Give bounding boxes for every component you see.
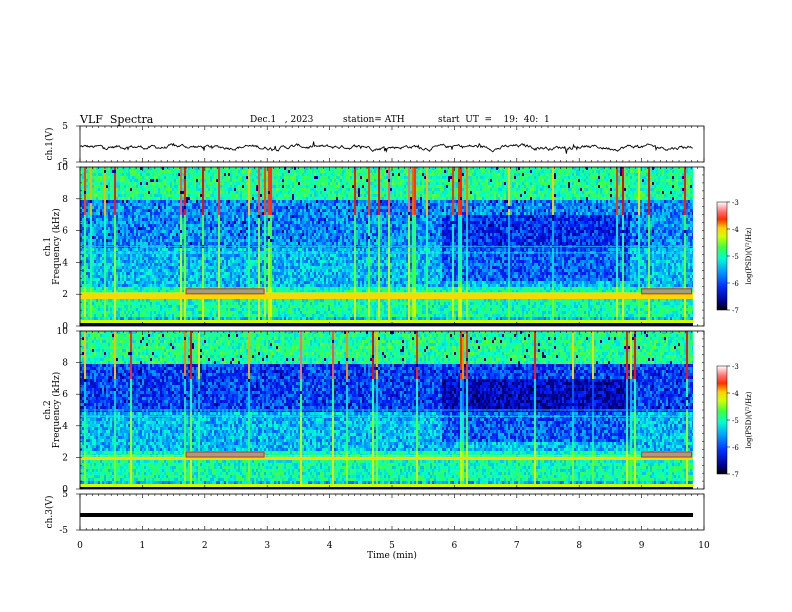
x-tick-label: 5: [389, 541, 395, 551]
spectrogram-1: [80, 167, 693, 326]
y-tick-label: 0: [62, 485, 68, 495]
emission-line: [80, 455, 693, 457]
ch1-waveform-line: [79, 141, 693, 154]
chart-title: VLF Spectra: [80, 113, 153, 126]
y-tick-label: 0: [62, 322, 68, 332]
x-tick-label: 2: [202, 541, 208, 551]
calibration-marker: [641, 288, 693, 295]
colorbar-tick-label: -7: [732, 471, 739, 479]
colorbar: [716, 365, 728, 475]
start-ut-label: start UT = 19: 40: 1: [438, 115, 550, 125]
y-tick-label: 10: [57, 163, 69, 173]
colorbar-label: log(PSD)(V²/Hz): [745, 391, 753, 448]
y-axis-label: ch.1(V): [44, 128, 55, 161]
ch3-waveform-line: [80, 513, 693, 517]
x-tick-label: 7: [514, 541, 520, 551]
y-tick-label: 4: [62, 258, 68, 268]
emission-line: [80, 245, 693, 248]
spectrogram-2: [80, 331, 693, 489]
y-tick-label: 2: [62, 290, 68, 300]
emission-line: [80, 292, 693, 294]
x-tick-label: 1: [140, 541, 146, 551]
colorbar-tick-label: -3: [732, 199, 739, 207]
y-axis-label-frequency: Frequency (kHz): [51, 208, 62, 285]
colorbar-tick-label: -3: [732, 363, 739, 371]
x-tick-label: 0: [77, 541, 83, 551]
x-tick-label: 10: [698, 541, 710, 551]
colorbar-label: log(PSD)(V²/Hz): [745, 227, 753, 284]
y-tick-label: 6: [62, 390, 68, 400]
x-tick-label: 9: [639, 541, 645, 551]
colorbar-tick-label: -4: [732, 226, 739, 234]
x-tick-label: 4: [327, 541, 333, 551]
colorbar-tick-label: -5: [732, 417, 739, 425]
x-tick-label: 8: [576, 541, 582, 551]
y-axis-label-channel: ch.1: [43, 237, 53, 256]
x-tick-label: 3: [264, 541, 270, 551]
colorbar-tick-label: -6: [732, 444, 739, 452]
x-tick-label: 6: [452, 541, 458, 551]
calibration-marker: [185, 451, 265, 458]
y-tick-label: -5: [59, 158, 68, 168]
y-tick-label: 8: [62, 195, 68, 205]
colorbar-tick-label: -5: [732, 253, 739, 261]
y-tick-label: -5: [59, 526, 68, 536]
y-tick-label: 5: [62, 490, 68, 500]
calibration-marker: [641, 451, 693, 458]
colorbar: [716, 201, 728, 311]
calibration-marker: [185, 288, 265, 295]
y-tick-label: 5: [62, 122, 68, 132]
colorbar-tick-label: -4: [732, 390, 739, 398]
date-label: Dec.1 , 2023: [250, 115, 313, 125]
y-axis-label-frequency: Frequency (kHz): [51, 372, 62, 449]
ch3-waveform-frame: [79, 493, 705, 531]
y-axis-label-channel: ch.2: [43, 400, 53, 419]
y-tick-label: 6: [62, 227, 68, 237]
x-axis-label: Time (min): [367, 550, 417, 561]
y-tick-label: 10: [57, 327, 69, 337]
colorbar-tick-label: -6: [732, 280, 739, 288]
emission-line: [80, 252, 693, 254]
emission-line: [80, 415, 693, 417]
station-label: station= ATH: [343, 115, 405, 125]
colorbar-tick-label: -7: [732, 307, 739, 315]
y-tick-label: 2: [62, 453, 68, 463]
y-tick-label: 4: [62, 422, 68, 432]
y-axis-label: ch.3(V): [44, 496, 55, 529]
y-tick-label: 8: [62, 359, 68, 369]
emission-line: [80, 409, 693, 411]
